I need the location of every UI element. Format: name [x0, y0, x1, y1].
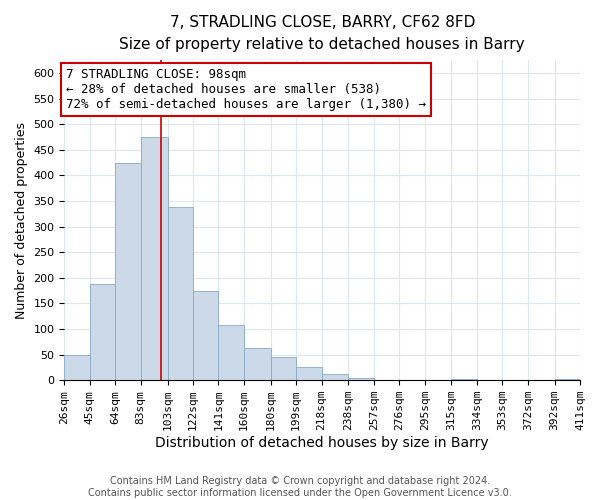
X-axis label: Distribution of detached houses by size in Barry: Distribution of detached houses by size …	[155, 436, 489, 450]
Bar	[64, 354, 90, 380]
Bar	[296, 368, 322, 380]
Bar	[271, 357, 296, 380]
Bar	[451, 379, 477, 380]
Text: 7 STRADLING CLOSE: 98sqm
← 28% of detached houses are smaller (538)
72% of semi-: 7 STRADLING CLOSE: 98sqm ← 28% of detach…	[66, 68, 426, 111]
Bar	[554, 378, 580, 380]
Bar	[115, 162, 141, 380]
Y-axis label: Number of detached properties: Number of detached properties	[15, 122, 28, 319]
Title: 7, STRADLING CLOSE, BARRY, CF62 8FD
Size of property relative to detached houses: 7, STRADLING CLOSE, BARRY, CF62 8FD Size…	[119, 15, 525, 52]
Bar	[218, 325, 244, 380]
Bar	[167, 207, 193, 380]
Bar	[349, 378, 374, 380]
Text: Contains HM Land Registry data © Crown copyright and database right 2024.
Contai: Contains HM Land Registry data © Crown c…	[88, 476, 512, 498]
Bar	[244, 348, 271, 380]
Bar	[141, 137, 167, 380]
Bar	[193, 290, 218, 380]
Bar	[322, 374, 349, 380]
Bar	[90, 284, 115, 380]
